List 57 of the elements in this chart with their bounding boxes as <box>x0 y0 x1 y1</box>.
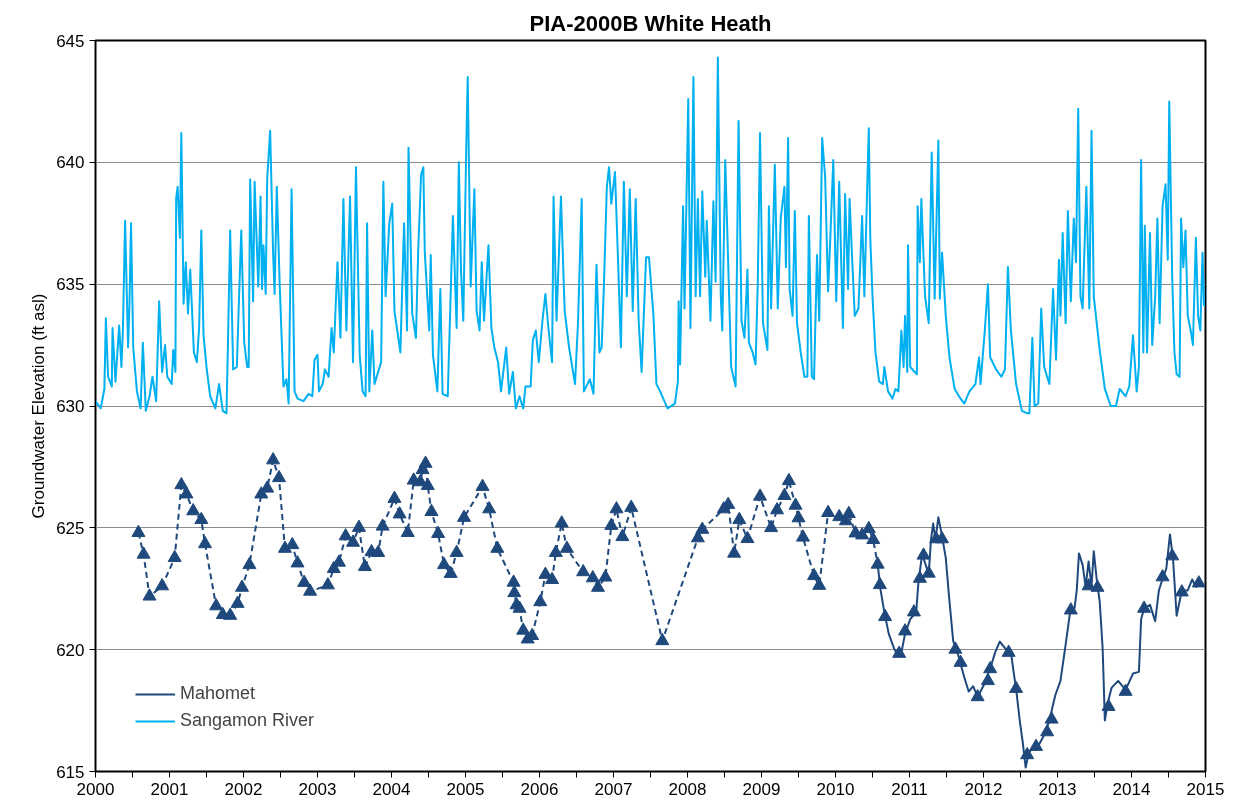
point <box>1101 698 1116 711</box>
point <box>1001 644 1016 657</box>
x-tick-label: 2014 <box>1112 779 1151 799</box>
point <box>878 608 893 622</box>
point <box>970 688 985 702</box>
x-tick-label: 2000 <box>76 779 115 799</box>
line-series <box>95 56 1206 415</box>
point <box>1165 548 1180 561</box>
x-tick-label: 2001 <box>150 779 189 799</box>
x-tick-label: 2002 <box>224 779 263 799</box>
y-tick-label: 625 <box>56 518 85 538</box>
point <box>912 570 927 583</box>
y-tick-label: 630 <box>56 397 85 416</box>
legend-label: Mahomet <box>180 683 256 704</box>
point <box>948 641 963 654</box>
y-tick-label: 615 <box>56 762 85 782</box>
x-tick-label: 2013 <box>1038 779 1077 799</box>
point <box>898 623 913 636</box>
x-tick-label: 2005 <box>446 779 485 799</box>
y-axis-title: Groundwater Elevation (ft asl) <box>29 293 49 519</box>
point <box>1040 724 1055 737</box>
point <box>1009 680 1024 693</box>
point <box>983 660 998 674</box>
x-tick-label: 2011 <box>891 779 928 799</box>
y-tick-label: 620 <box>56 640 85 660</box>
point <box>1174 584 1189 597</box>
point <box>1118 683 1133 696</box>
x-tick-label: 2003 <box>298 779 337 799</box>
point <box>906 604 921 617</box>
y-tick-label: 640 <box>56 153 85 173</box>
point <box>1044 711 1059 724</box>
chart-title: PIA-2000B White Heath <box>529 10 772 36</box>
point <box>916 547 931 560</box>
point <box>1020 746 1035 760</box>
y-tick-label: 645 <box>56 31 85 51</box>
point <box>980 672 995 686</box>
legend-label: Sangamon River <box>180 710 315 731</box>
point <box>872 576 887 590</box>
point <box>892 645 907 658</box>
x-tick-label: 2008 <box>668 779 707 799</box>
x-tick-label: 2010 <box>816 779 855 799</box>
point <box>953 654 968 667</box>
x-tick-label: 2012 <box>964 779 1003 799</box>
y-tick-label: 635 <box>56 275 85 295</box>
x-tick-label: 2007 <box>594 779 633 799</box>
x-tick-label: 2004 <box>372 779 411 799</box>
x-tick-label: 2009 <box>742 779 781 799</box>
point <box>1090 579 1105 592</box>
x-tick-label: 2006 <box>520 779 559 799</box>
point <box>1191 575 1206 588</box>
point <box>935 531 950 544</box>
point <box>1029 738 1044 751</box>
point <box>1137 600 1152 613</box>
point <box>1063 602 1078 615</box>
point <box>921 565 936 578</box>
point <box>1155 569 1170 582</box>
x-tick-label: 2015 <box>1186 779 1225 799</box>
